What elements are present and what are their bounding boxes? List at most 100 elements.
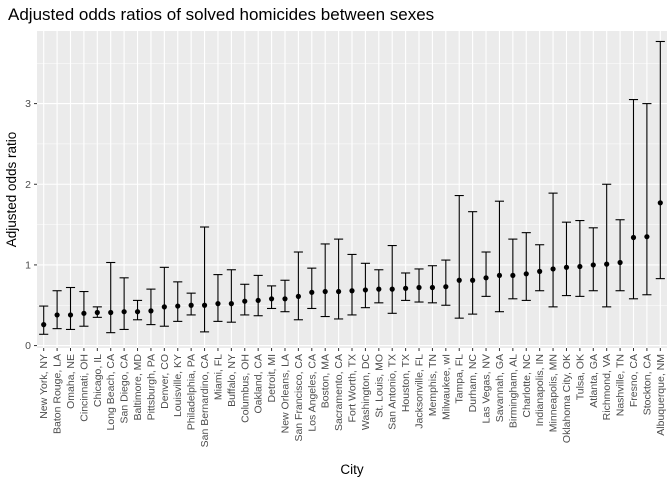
error-bar bbox=[615, 219, 625, 292]
error-bar bbox=[374, 269, 384, 304]
x-tick-label: Memphis, TN bbox=[427, 354, 439, 416]
x-tick-label: Buffalo, NY bbox=[226, 354, 238, 407]
x-tick-label: New Orleans, LA bbox=[279, 354, 291, 433]
data-point bbox=[510, 272, 516, 279]
data-point bbox=[443, 284, 449, 290]
x-tick-label: St. Louis, MO bbox=[373, 354, 385, 418]
data-point bbox=[456, 277, 462, 283]
x-tick-label: Columbus, OH bbox=[239, 354, 251, 423]
data-point bbox=[54, 312, 60, 318]
data-point bbox=[255, 297, 261, 304]
error-bar bbox=[628, 99, 639, 300]
x-tick-label: Birmingham, AL bbox=[507, 354, 519, 428]
data-point bbox=[161, 304, 167, 310]
error-bar bbox=[253, 274, 263, 317]
error-bar bbox=[521, 232, 531, 301]
data-point bbox=[175, 303, 181, 309]
error-bar bbox=[508, 238, 518, 300]
error-bar bbox=[535, 244, 545, 292]
x-tick-label: Jacksonville, FL bbox=[414, 354, 426, 429]
error-bars bbox=[39, 40, 665, 335]
data-point bbox=[295, 293, 301, 299]
y-tick-label: 3 bbox=[25, 98, 31, 110]
x-tick-label: Louisville, KY bbox=[172, 354, 184, 417]
error-bar bbox=[226, 269, 236, 323]
data-point bbox=[496, 272, 503, 279]
x-tick-label: Richmond, VA bbox=[601, 354, 613, 420]
error-bar bbox=[65, 286, 76, 330]
data-point bbox=[523, 271, 529, 277]
data-points bbox=[41, 200, 663, 328]
error-bar bbox=[280, 279, 290, 313]
x-tick-label: Miami, FL bbox=[212, 354, 224, 400]
x-tick-label: Los Angeles, CA bbox=[306, 354, 318, 432]
data-point bbox=[617, 259, 623, 266]
x-tick-label: Albuquerque, NM bbox=[655, 354, 667, 436]
error-bar bbox=[561, 221, 572, 297]
data-point bbox=[429, 284, 436, 291]
error-bar bbox=[213, 274, 223, 322]
error-bar bbox=[159, 266, 169, 327]
data-point bbox=[550, 266, 556, 272]
x-tick-label: Tampa, FL bbox=[454, 354, 466, 404]
x-tick-label: Savannah, GA bbox=[494, 354, 506, 422]
error-bar bbox=[441, 259, 451, 306]
error-bar bbox=[387, 245, 397, 314]
data-point bbox=[403, 285, 409, 291]
error-bar bbox=[52, 290, 62, 330]
x-tick-label: Boston, MA bbox=[320, 354, 332, 408]
x-tick-label: Sacramento, CA bbox=[333, 354, 345, 431]
x-tick-label: Minneapolis, MN bbox=[548, 354, 560, 432]
error-bar bbox=[575, 220, 585, 297]
error-bar bbox=[481, 251, 491, 297]
x-tick-label: New York, NY bbox=[38, 354, 50, 419]
error-bar bbox=[642, 103, 652, 296]
data-point bbox=[148, 308, 154, 314]
x-tick-label: Oklahoma City, OK bbox=[561, 354, 573, 443]
data-point bbox=[416, 284, 422, 291]
x-tick-label: Houston, TX bbox=[400, 354, 412, 412]
data-point bbox=[215, 301, 221, 307]
error-bar bbox=[655, 40, 665, 280]
error-bar bbox=[199, 226, 210, 333]
data-point bbox=[81, 310, 87, 316]
error-bar bbox=[347, 253, 357, 316]
error-bar bbox=[173, 281, 183, 322]
y-tick-label: 0 bbox=[25, 340, 31, 352]
error-bar bbox=[106, 261, 116, 334]
x-tick-label: Oakland, CA bbox=[253, 354, 265, 414]
x-tick-label: Fort Worth, TX bbox=[347, 354, 359, 422]
data-point bbox=[228, 301, 234, 307]
data-point bbox=[282, 296, 288, 302]
error-bar bbox=[588, 227, 598, 292]
x-tick-label: San Diego, CA bbox=[119, 354, 131, 423]
x-tick-label: Omaha, NE bbox=[65, 354, 77, 409]
x-tick-label: Las Vegas, NV bbox=[481, 354, 493, 423]
x-tick-label: Milwaukee, wI bbox=[440, 354, 452, 420]
data-point bbox=[470, 277, 476, 283]
x-axis-title: City bbox=[340, 462, 363, 477]
data-point bbox=[577, 263, 583, 270]
data-point bbox=[483, 275, 489, 281]
y-axis: 0 1 2 3 bbox=[25, 98, 37, 352]
data-point bbox=[41, 322, 47, 328]
data-point bbox=[537, 268, 543, 274]
x-tick-label: Baton Rouge, LA bbox=[52, 354, 64, 434]
x-axis: New York, NY Baton Rouge, LA Omaha, NE Cinc… bbox=[38, 348, 667, 447]
data-point bbox=[657, 200, 663, 206]
data-point bbox=[349, 288, 355, 294]
data-point bbox=[376, 286, 382, 292]
x-tick-label: San Antonio, TX bbox=[387, 354, 399, 430]
x-tick-label: Denver, CO bbox=[159, 354, 171, 409]
error-bar bbox=[39, 305, 49, 335]
error-bar bbox=[602, 183, 612, 308]
y-tick-label: 1 bbox=[25, 259, 31, 271]
data-point bbox=[201, 302, 208, 308]
x-tick-label: San Bernardino, CA bbox=[199, 354, 211, 447]
error-bar bbox=[454, 194, 464, 319]
error-bar bbox=[320, 243, 330, 318]
data-point bbox=[563, 264, 570, 270]
data-point bbox=[590, 262, 596, 268]
error-bar bbox=[468, 211, 478, 315]
